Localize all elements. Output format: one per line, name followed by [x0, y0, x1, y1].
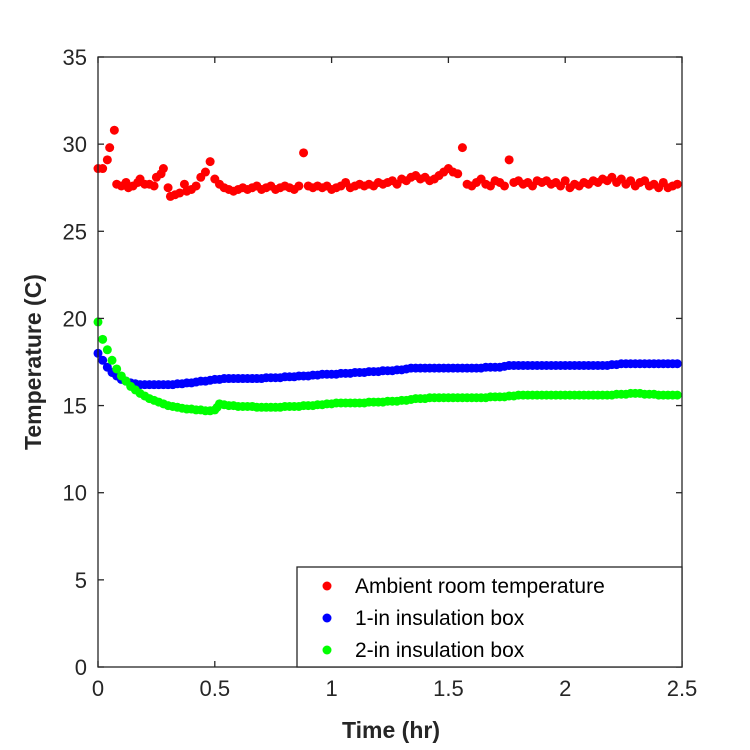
data-point	[163, 183, 173, 193]
data-point	[175, 188, 185, 198]
plot-area: 0 0.5 1 1.5 2 2.5 0 5 10 15 20 25 30 35 Ambient room t…	[63, 45, 698, 701]
legend-marker	[322, 613, 332, 623]
data-point	[457, 143, 467, 153]
data-point	[158, 164, 168, 174]
data-point	[105, 143, 115, 153]
data-point	[453, 169, 463, 179]
y-tick-label: 20	[63, 306, 87, 331]
data-point	[102, 345, 112, 355]
data-point	[294, 181, 304, 191]
legend-label: 1-in insulation box	[355, 607, 525, 630]
data-point	[98, 164, 108, 174]
data-point	[98, 355, 108, 365]
data-point	[672, 359, 682, 369]
series-3-markers	[93, 317, 682, 416]
data-point	[504, 155, 514, 165]
data-point	[672, 390, 682, 400]
y-tick-label: 0	[75, 655, 87, 680]
y-tick-label: 5	[75, 568, 87, 593]
y-tick-label: 15	[63, 394, 87, 419]
legend-label: 2-in insulation box	[355, 639, 525, 662]
legend-label: Ambient room temperature	[355, 575, 605, 598]
series-1-markers	[93, 125, 682, 201]
y-tick-label: 10	[63, 481, 87, 506]
data-point	[107, 355, 117, 365]
data-point	[299, 148, 309, 158]
data-point	[191, 181, 201, 191]
data-point	[499, 181, 509, 191]
x-tick-label: 0.5	[200, 676, 231, 701]
data-point	[149, 181, 159, 191]
y-tick-label: 30	[63, 132, 87, 157]
data-point	[98, 334, 108, 344]
x-tick-label: 0	[92, 676, 104, 701]
data-point	[205, 157, 215, 167]
x-tick-label: 2	[559, 676, 571, 701]
y-axis-title: Temperature (C)	[20, 274, 46, 450]
legend: Ambient room temperature 1-in insulation …	[296, 566, 683, 668]
x-axis-title: Time (hr)	[342, 717, 440, 743]
legend-marker	[322, 645, 332, 655]
series-2-markers	[93, 348, 682, 390]
legend-box	[296, 566, 683, 668]
x-tick-label: 1.5	[433, 676, 464, 701]
data-point	[179, 179, 189, 189]
legend-marker	[322, 581, 332, 591]
y-tick-label: 25	[63, 219, 87, 244]
x-tick-label: 1	[325, 676, 337, 701]
x-tick-label: 2.5	[667, 676, 698, 701]
data-point	[112, 364, 122, 374]
data-point	[560, 176, 570, 186]
data-point	[109, 125, 119, 135]
y-tick-label: 35	[63, 45, 87, 70]
data-point	[672, 179, 682, 189]
data-point	[200, 167, 210, 177]
data-point	[102, 155, 112, 165]
